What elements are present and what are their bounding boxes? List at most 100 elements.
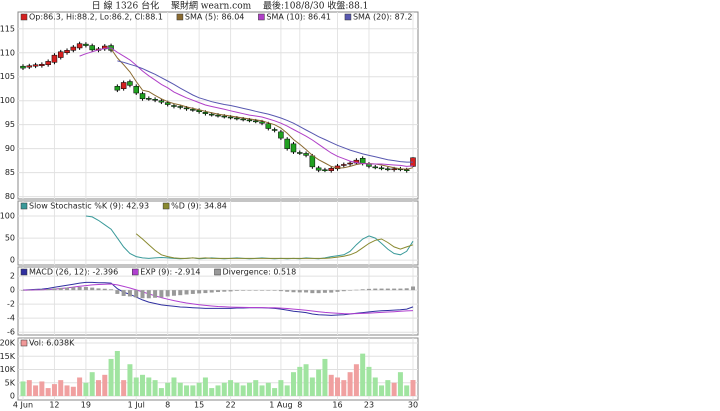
divergence-bar [247,290,252,291]
candle-body [190,109,196,111]
divergence-bar [234,290,239,291]
legend-label: Divergence: 0.518 [223,268,297,277]
legend-label: SMA (5): 86.04 [185,13,244,22]
candle-body [271,129,278,131]
divergence-bar [58,287,63,291]
volume-bar [26,380,32,397]
divergence-bar [354,289,359,291]
volume-bar [51,384,57,397]
x-tick-label: 19 [81,401,91,410]
x-tick-label: 22 [225,401,235,410]
volume-bar [360,353,366,397]
x-tick-label: 12 [49,401,59,410]
candle-body [252,120,259,123]
candle-body [215,114,221,117]
legend-swatch [20,339,28,347]
divergence-bar [77,286,82,291]
legend-swatch [258,13,265,21]
y-tick-label: 95 [5,120,15,129]
volume-bar [171,377,177,397]
candle-body [120,82,127,89]
candle-body [341,164,347,166]
candle-body [183,107,190,110]
legend-swatch [344,13,352,21]
candle-body [51,54,58,63]
y-tick-label: -2 [7,300,15,309]
candle-body [152,99,158,101]
candle-body [240,118,246,121]
volume-bar [265,382,271,397]
volume-bar [366,366,372,397]
series-line [135,233,414,259]
candle-body [20,65,26,69]
legend-swatch [176,13,184,21]
candle-body [57,51,64,58]
x-tick-label: 15 [194,401,204,410]
candle-body [359,157,366,164]
divergence-bar [392,288,397,291]
candle-body [297,152,303,154]
x-tick-label: 1 Aug [269,401,292,410]
volume-bar [328,374,334,397]
volume-bar [253,380,259,397]
y-tick-label: 105 [0,72,15,81]
divergence-bar [216,290,220,293]
volume-bar [83,382,89,397]
candle-body [114,86,121,91]
divergence-bar [316,290,321,294]
candle-body [309,155,316,168]
divergence-bar [21,290,25,291]
candle-body [278,131,284,139]
divergence-bar [360,289,365,291]
divergence-bar [398,288,403,291]
legend-label: %D (9): 34.84 [171,202,227,211]
volume-bar [152,380,158,397]
divergence-bar [253,290,258,291]
candle-body [146,98,152,100]
x-tick-label: 8 [297,401,302,410]
divergence-bar [285,290,290,292]
volume-bar [335,377,341,397]
divergence-bar [140,290,145,299]
volume-bar [39,381,45,397]
divergence-bar [27,289,32,291]
x-tick-label: 23 [364,401,374,410]
candle-body [322,169,328,172]
volume-bar [284,385,290,397]
divergence-bar [115,290,120,294]
divergence-bar [52,288,57,291]
y-tick-label: 80 [5,192,15,201]
candle-body [208,113,215,116]
volume-bar [146,377,152,397]
volume-bar [184,385,190,397]
legend-swatch [214,268,221,276]
volume-bar [114,350,120,397]
series-line [117,60,413,163]
divergence-bar [385,288,390,291]
volume-bar [158,388,164,397]
x-tick-label: 8 [165,401,170,410]
legend-label: Slow Stochastic %K (9): 42.93 [29,202,149,211]
candle-body [234,117,240,120]
candle-body [391,168,397,171]
divergence-bar [184,290,189,295]
divergence-bar [297,290,302,293]
divergence-bar [348,290,353,291]
candle-body [227,116,234,119]
volume-bar [303,364,309,397]
y-tick-label: 50 [5,234,15,243]
divergence-bar [83,286,88,291]
divergence-bar [71,287,76,291]
volume-bar [322,358,328,397]
candle-body [127,81,133,86]
candle-body [89,45,95,51]
volume-bar [316,369,322,397]
divergence-bar [222,290,227,292]
volume-bar [290,372,296,397]
candle-body [164,102,171,105]
divergence-bar [121,290,126,296]
volume-bar [165,382,171,397]
divergence-bar [33,289,38,291]
volume-bar [391,382,397,397]
y-tick-label: 115 [0,24,15,33]
